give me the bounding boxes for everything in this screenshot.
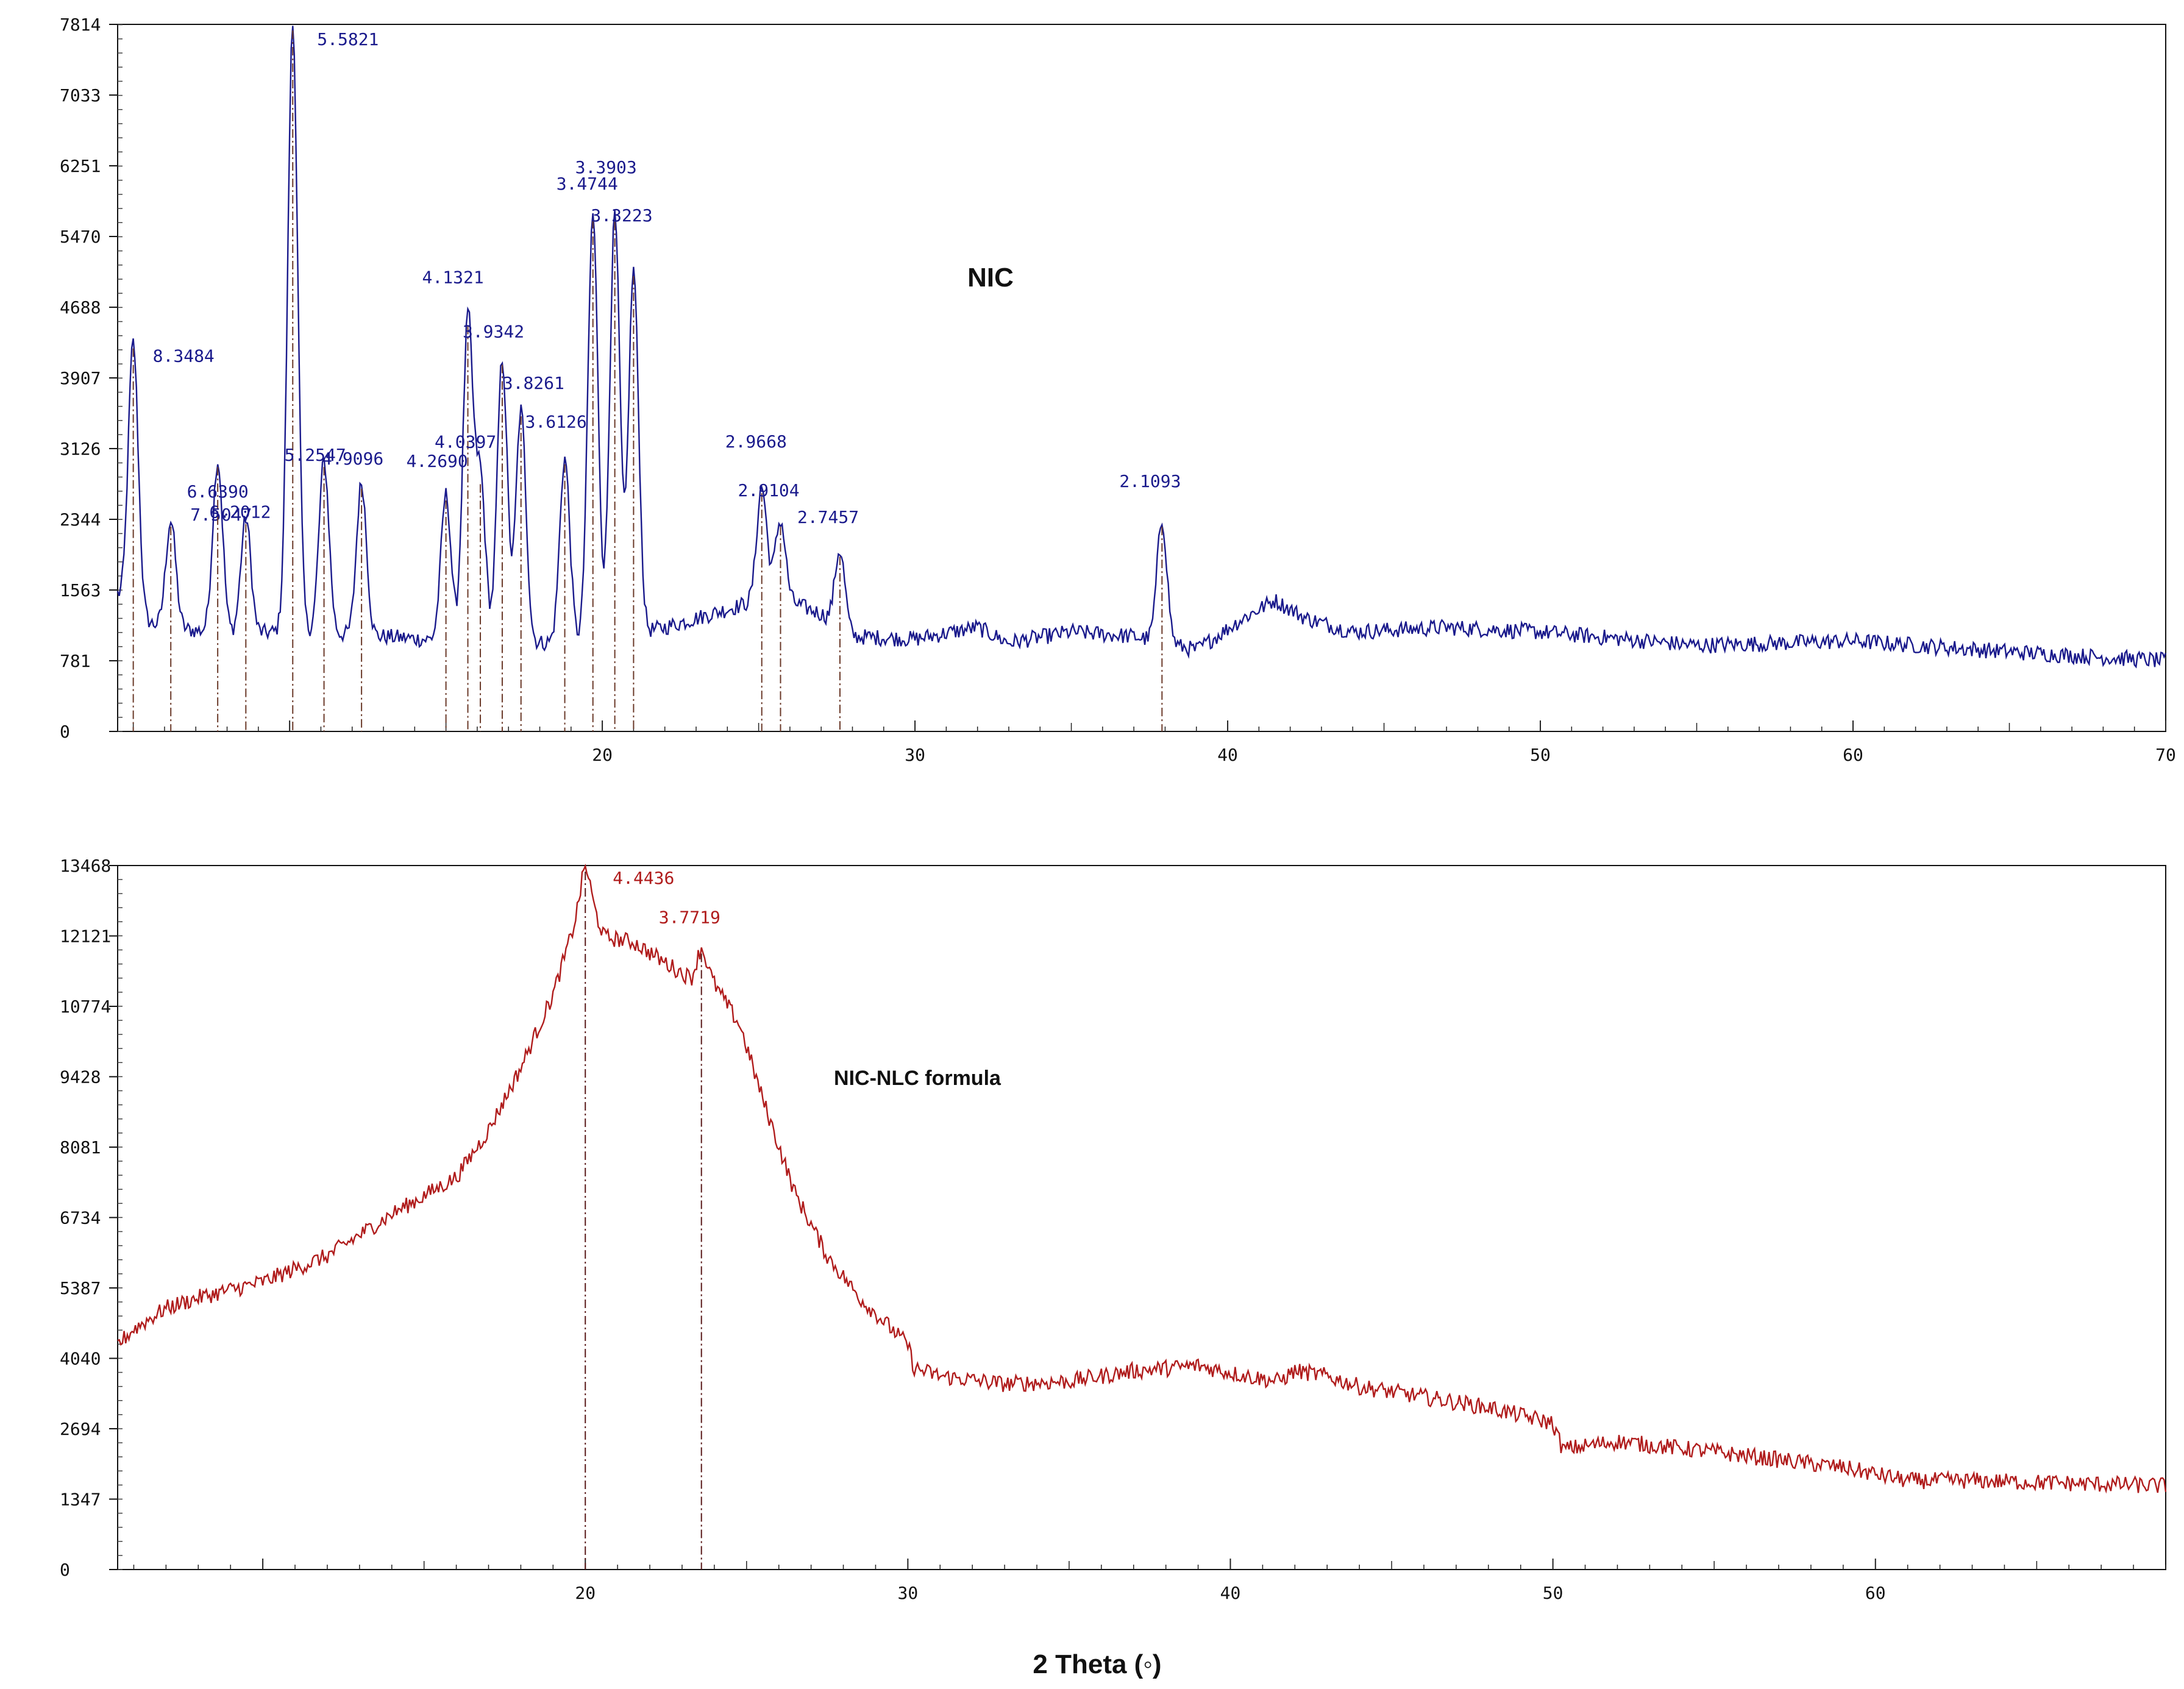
y-tick-label: 5470 (60, 227, 101, 247)
x-tick-label: 20 (592, 745, 613, 765)
peak-d-spacing-label: 6.6390 (187, 482, 249, 502)
y-tick-label: 0 (60, 722, 70, 742)
peak-d-spacing-label: 3.9342 (463, 321, 524, 341)
peak-d-spacing-label: 5.5821 (317, 29, 379, 49)
peak-d-spacing-label: 3.6126 (525, 412, 587, 432)
peak-d-spacing-label: 7.5047 (190, 505, 252, 525)
y-tick-label: 4040 (60, 1349, 101, 1369)
diffraction-trace (117, 863, 2167, 1494)
x-tick-label: 50 (1543, 1583, 1563, 1603)
peak-d-spacing-label: 2.9104 (738, 480, 800, 500)
y-tick-label: 13468 (60, 856, 111, 876)
peak-d-spacing-label: 3.4744 (557, 174, 618, 194)
peak-d-spacing-label: 4.4436 (613, 868, 674, 888)
y-tick-label: 10774 (60, 997, 111, 1017)
y-tick-label: 6251 (60, 156, 101, 176)
y-tick-label: 8081 (60, 1137, 101, 1157)
y-tick-label: 3126 (60, 439, 101, 459)
peak-d-spacing-label: 4.2690 (407, 451, 468, 471)
y-tick-label: 781 (60, 651, 91, 671)
panel-title: NIC-NLC formula (834, 1067, 1001, 1090)
panel-title: NIC (967, 263, 1014, 293)
peak-d-spacing-label: 2.1093 (1119, 471, 1181, 491)
y-tick-label: 12121 (60, 926, 111, 947)
y-tick-label: 0 (60, 1560, 70, 1580)
y-tick-label: 1563 (60, 580, 101, 600)
y-tick-label: 4688 (60, 297, 101, 318)
peak-d-spacing-label: 3.7719 (659, 907, 720, 927)
y-tick-label: 6734 (60, 1208, 101, 1228)
y-tick-label: 3907 (60, 368, 101, 388)
nic-nlc-pattern-panel: 0 1347 2694 4040 5387 6734 8081 9428 10774 12121 1… (60, 856, 2167, 1603)
x-tick-label: 40 (1220, 1583, 1241, 1603)
peak-d-spacing-label: 8.3484 (153, 346, 215, 366)
y-tick-label: 7033 (60, 85, 101, 105)
x-tick-label: 50 (1530, 745, 1551, 765)
peak-d-spacing-label: 4.0397 (435, 432, 496, 452)
y-tick-label: 1347 (60, 1489, 101, 1509)
peak-d-spacing-label: 5.2547 (285, 445, 346, 465)
peak-d-spacing-label: 2.7457 (797, 507, 859, 527)
y-tick-label: 7814 (60, 15, 101, 35)
x-tick-label: 60 (1843, 745, 1863, 765)
diffraction-trace (116, 26, 2167, 669)
peak-d-spacing-label: 3.8261 (503, 373, 564, 393)
x-tick-label: 30 (905, 745, 925, 765)
x-tick-label: 30 (898, 1583, 919, 1603)
nic-pattern-panel: 0 781 1563 2344 3126 3907 4688 5470 6251 7033 7814… (60, 15, 2176, 765)
peak-d-spacing-label: 3.3903 (575, 157, 637, 177)
peak-d-spacing-label: 4.1321 (422, 268, 484, 288)
peak-d-spacing-label: 3.3223 (591, 205, 652, 226)
y-tick-label: 5387 (60, 1278, 101, 1298)
peak-d-spacing-label: 2.9668 (725, 432, 787, 452)
peak-d-spacing-label: 6.2012 (209, 502, 271, 522)
x-tick-label: 40 (1217, 745, 1238, 765)
x-tick-label: 20 (575, 1583, 596, 1603)
x-tick-label: 60 (1865, 1583, 1886, 1603)
y-tick-label: 2694 (60, 1419, 101, 1439)
x-axis-title: 2 Theta (◦) (1033, 1649, 1161, 1679)
peak-d-spacing-label: 4.9096 (322, 449, 383, 469)
y-tick-label: 9428 (60, 1067, 101, 1087)
y-tick-label: 2344 (60, 510, 101, 530)
x-tick-label: 70 (2155, 745, 2176, 765)
